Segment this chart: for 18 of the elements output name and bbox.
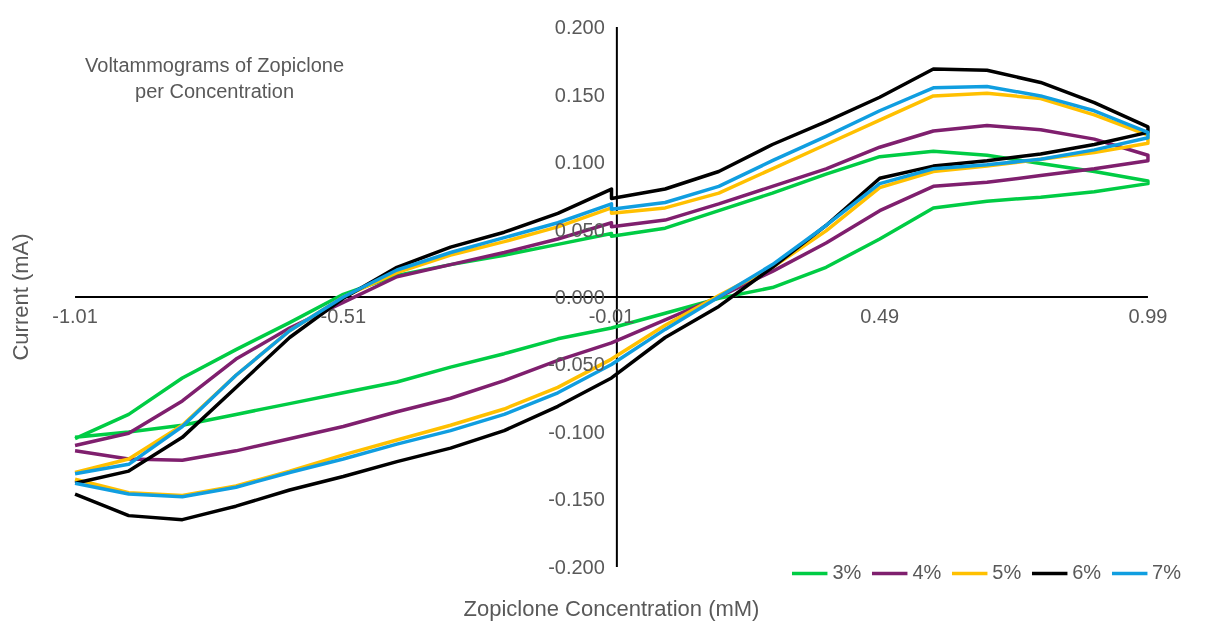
legend-label: 6% [1072, 561, 1102, 584]
x-tick-label: 0.49 [860, 305, 900, 327]
x-tick-label: -1.01 [52, 305, 98, 327]
y-tick-label: 0.100 [554, 151, 605, 174]
x-tick-label: -0.51 [320, 305, 367, 327]
y-tick-label: 0.200 [554, 16, 605, 39]
legend-label: 4% [912, 561, 942, 584]
y-axis-title: Current (mA) [7, 233, 33, 361]
y-tick-label: -0.100 [548, 420, 605, 443]
text: Voltammograms of Zopiclone per Concentration [85, 54, 345, 103]
x-axis-title: Zopiclone Concentration (mM) [463, 595, 760, 621]
legend-label: 7% [1152, 561, 1181, 584]
x-tick-label: 0.99 [1128, 305, 1168, 327]
legend-label: 3% [832, 561, 862, 584]
y-tick-label: -0.150 [548, 488, 605, 511]
y-tick-label: 0.150 [554, 83, 605, 106]
legend-label: 5% [992, 561, 1022, 584]
y-tick-label: -0.200 [548, 555, 605, 578]
